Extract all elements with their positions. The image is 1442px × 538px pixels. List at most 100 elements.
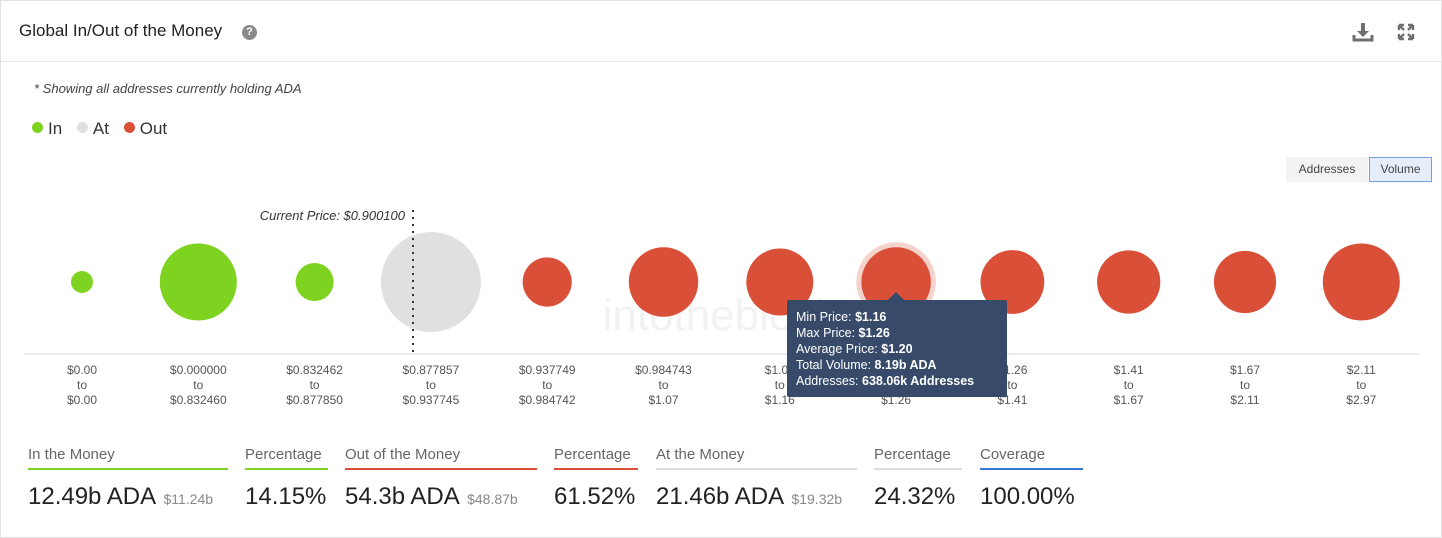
stat-out-of-the-money: Out of the Money 54.3b ADA $48.87b [345,446,537,511]
x-tick-label: $1.41 to $1.67 [1114,363,1144,407]
x-tick-label: $2.11 to $2.97 [1346,363,1376,407]
legend: In At Out [32,119,177,139]
stat-at-the-money: At the Money 21.46b ADA $19.32b [656,446,857,511]
x-tick-line: to [658,378,668,392]
legend-item-out[interactable]: Out [123,119,168,139]
stat-in-percentage: Percentage 14.15% [245,446,328,511]
stat-at-percentage: Percentage 24.32% [874,446,962,511]
x-tick-line: to [193,378,203,392]
tooltip-volume-value: 8.19b ADA [874,358,937,372]
tooltip-max-value: $1.26 [858,326,890,340]
tooltip-line-addresses: Addresses: 638.06k Addresses [796,373,1007,389]
stat-label: In the Money [28,446,228,470]
stat-amount: 21.46b ADA [656,483,783,510]
stat-value: 12.49b ADA $11.24b [28,483,228,511]
legend-item-in[interactable]: In [32,119,62,139]
tooltip-max-label: Max Price: [796,326,856,340]
x-tick-line: $0.00 [67,393,97,407]
toggle-addresses-button[interactable]: Addresses [1286,157,1368,182]
x-tick-line: to [310,378,320,392]
stat-label: Percentage [874,446,962,470]
stat-value: 100.00% [980,483,1075,510]
stat-label: Out of the Money [345,446,537,470]
x-tick-line: $0.984742 [519,393,576,407]
tooltip-avg-label: Average Price: [796,342,878,356]
legend-dot-at [76,122,88,133]
legend-item-at[interactable]: At [76,119,109,139]
x-tick-line: $1.07 [648,393,678,407]
x-tick-line: $1.67 [1114,393,1144,407]
x-tick-line: $0.832462 [286,363,343,377]
x-tick-line: $0.937745 [403,393,460,407]
toggle-volume-button[interactable]: Volume [1369,157,1432,182]
stat-value: 21.46b ADA $19.32b [656,483,857,511]
x-tick-line: to [1124,378,1134,392]
chart-title: Global In/Out of the Money [19,21,223,40]
bubble-in [295,262,334,302]
chart-tooltip: Min Price: $1.16 Max Price: $1.26 Averag… [787,300,1007,397]
stat-label: At the Money [656,446,857,470]
x-tick-line: $2.11 [1347,363,1376,377]
x-tick-line: $0.832460 [170,393,227,407]
bubble-out [1322,243,1400,321]
x-tick-line: $0.00 [67,363,97,377]
x-tick-label: $0.00 to $0.00 [67,363,97,407]
x-tick-label: $0.877857 to $0.937745 [403,363,460,407]
x-tick-label: $0.832462 to $0.877850 [286,363,343,407]
help-icon[interactable]: ? [242,25,257,40]
x-tick-line: $0.984743 [635,363,692,377]
x-tick-label: $0.000000 to $0.832460 [170,363,227,407]
x-tick-label: $0.984743 to $1.07 [635,363,692,407]
stat-coverage: Coverage 100.00% [980,446,1083,511]
stat-value: 61.52% [554,483,636,510]
bubble-at [380,232,481,332]
bubble-out [980,250,1045,314]
stat-usd: $19.32b [791,491,843,507]
stat-amount: 54.3b ADA [345,483,459,510]
x-tick-line: to [1240,378,1250,392]
x-tick-line: to [542,378,552,392]
bubble-out [1213,250,1277,314]
bubble-out [522,257,572,307]
stat-amount: 12.49b ADA [28,483,155,510]
x-tick-line: $2.11 [1230,393,1259,407]
tooltip-line-volume: Total Volume: 8.19b ADA [796,357,1007,373]
bubble-in [159,243,237,321]
tooltip-line-max: Max Price: $1.26 [796,325,1007,341]
bubble-in [71,271,93,293]
fullscreen-icon[interactable] [1395,21,1417,43]
stat-usd: $48.87b [467,491,518,507]
card-header: Global In/Out of the Money ? [1,1,1441,62]
bubble-out [746,248,814,316]
tooltip-line-min: Min Price: $1.16 [796,309,1007,325]
x-tick-line: to [775,378,785,392]
bubble-out [628,247,699,317]
x-tick-line: $0.937749 [519,363,576,377]
x-tick-line: to [77,378,87,392]
bubble-out [1097,250,1161,314]
x-tick-line: to [1007,378,1017,392]
legend-label-out: Out [139,119,168,138]
tooltip-avg-value: $1.20 [881,342,913,356]
holdings-note: * Showing all addresses currently holdin… [34,81,302,96]
x-tick-line: $0.877857 [403,363,460,377]
legend-label-in: In [48,119,63,138]
x-tick-line: $2.97 [1346,393,1376,407]
x-tick-label: $1.67 to $2.11 [1230,363,1260,407]
x-tick-line: $1.41 [1114,363,1144,377]
stat-label: Percentage [245,446,328,470]
bubble-out [861,247,931,317]
x-tick-line: to [426,378,436,392]
legend-dot-in [32,122,43,133]
stat-value: 24.32% [874,483,956,510]
legend-label-at: At [92,119,109,138]
x-tick-line: $1.67 [1230,363,1260,377]
tooltip-min-value: $1.16 [855,310,887,324]
x-tick-line: $0.000000 [170,363,227,377]
tooltip-addresses-value: 638.06k Addresses [862,374,975,388]
tooltip-arrow [888,292,904,300]
download-icon[interactable] [1352,21,1374,43]
tooltip-volume-label: Total Volume: [796,358,872,372]
current-price-label: Current Price: $0.900100 [260,208,406,223]
